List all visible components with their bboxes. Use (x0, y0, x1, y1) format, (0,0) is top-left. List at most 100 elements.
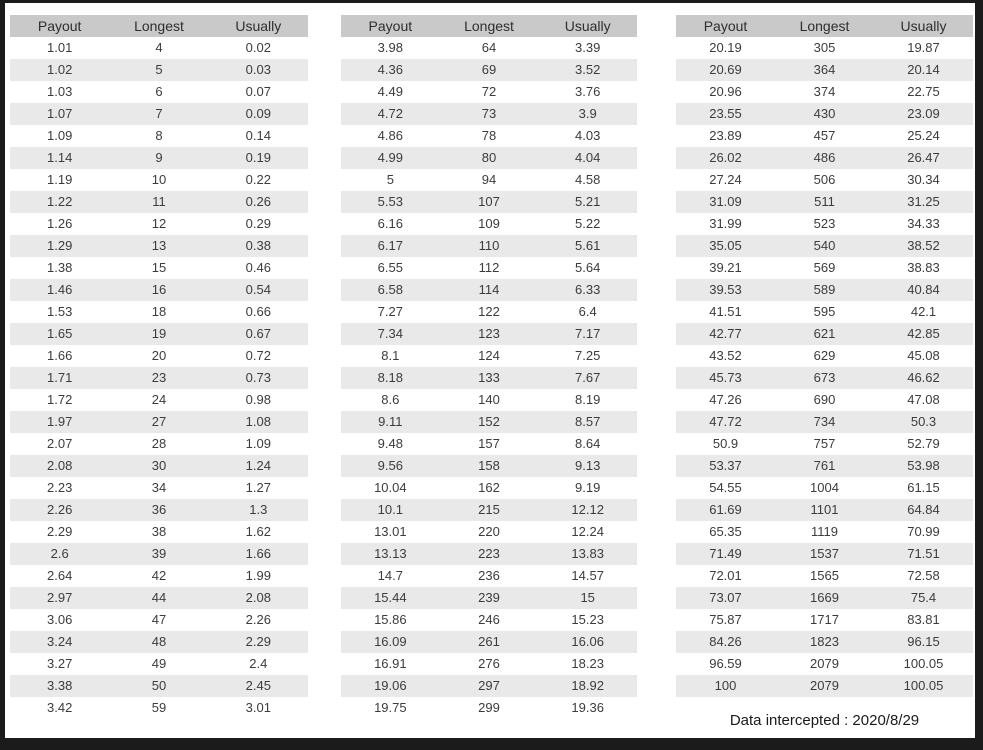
cell: 47 (151, 612, 167, 627)
cell: 457 (813, 128, 836, 143)
table-row: 71.49 1537 71.51 (676, 543, 973, 565)
cell: 75.4 (910, 590, 937, 605)
table-row: 1.38 15 0.46 (10, 257, 308, 279)
cell: 4.49 (377, 84, 403, 99)
cell: 1.46 (47, 282, 73, 297)
cell: 38.83 (907, 260, 940, 275)
table-row: 2.97 44 2.08 (10, 587, 308, 609)
table-row: 45.73 673 46.62 (676, 367, 973, 389)
cell: 374 (813, 84, 836, 99)
table-row: 4.49 72 3.76 (341, 81, 637, 103)
cell: 64.84 (907, 502, 940, 517)
table-row: 53.37 761 53.98 (676, 455, 973, 477)
table-row: 2.26 36 1.3 (10, 499, 308, 521)
table-row: 1.66 20 0.72 (10, 345, 308, 367)
cell: 757 (813, 436, 836, 451)
cell: 1.26 (47, 216, 73, 231)
cell: 50.9 (712, 436, 739, 451)
table-row: 6.17 110 5.61 (341, 235, 637, 257)
cell: 1.53 (47, 304, 73, 319)
cell: 6.55 (377, 260, 403, 275)
cell: 0.14 (245, 128, 271, 143)
table-row: 6.55 112 5.64 (341, 257, 637, 279)
table-body: 20.19 305 19.87 20.69 364 20.14 20.96 374 22.75 2… (676, 37, 973, 697)
cell: 511 (814, 194, 835, 209)
cell: 9.48 (377, 436, 403, 451)
cell: 0.02 (245, 40, 271, 55)
cell: 61.15 (907, 480, 940, 495)
cell: 69 (481, 62, 497, 77)
cell: 16.91 (374, 656, 407, 671)
cell: 261 (478, 634, 500, 649)
cell: 1.29 (47, 238, 73, 253)
cell: 83.81 (907, 612, 940, 627)
cell: 157 (478, 436, 500, 451)
cell: 38.52 (907, 238, 940, 253)
table-row: 8.1 124 7.25 (341, 345, 637, 367)
cell: 239 (478, 590, 500, 605)
table-row: 3.27 49 2.4 (10, 653, 308, 675)
cell: 73.07 (709, 590, 742, 605)
cell: 47.26 (709, 392, 742, 407)
cell: 45.73 (709, 370, 742, 385)
cell: 1101 (810, 502, 839, 517)
cell: 26.47 (907, 150, 940, 165)
cell: 54.55 (709, 480, 742, 495)
table-row: 2.29 38 1.62 (10, 521, 308, 543)
payout-table-2: Payout Longest Usually 3.98 64 3.39 4.36 69 3.5… (341, 15, 637, 719)
table-header-row: Payout Longest Usually (10, 15, 308, 37)
cell: 3.27 (47, 656, 73, 671)
cell: 1.01 (47, 40, 73, 55)
cell: 23 (151, 370, 167, 385)
cell: 2.29 (245, 634, 271, 649)
column-header-usually: Usually (235, 18, 282, 34)
table-row: 96.59 2079 100.05 (676, 653, 973, 675)
cell: 3.38 (47, 678, 73, 693)
cell: 31.99 (709, 216, 742, 231)
cell: 1823 (810, 634, 839, 649)
cell: 6.4 (578, 304, 597, 319)
table-row: 39.21 569 38.83 (676, 257, 973, 279)
table-row: 4.36 69 3.52 (341, 59, 637, 81)
cell: 41.51 (709, 304, 742, 319)
cell: 215 (478, 502, 500, 517)
cell: 8.6 (381, 392, 400, 407)
cell: 629 (813, 348, 836, 363)
cell: 114 (478, 282, 500, 297)
cell: 34.33 (907, 216, 940, 231)
cell: 7.67 (575, 370, 601, 385)
cell: 0.98 (245, 392, 271, 407)
cell: 0.07 (245, 84, 271, 99)
cell: 26.02 (709, 150, 742, 165)
cell: 42.1 (910, 304, 937, 319)
table-row: 8.18 133 7.67 (341, 367, 637, 389)
cell: 72.01 (709, 568, 742, 583)
cell: 4.04 (575, 150, 601, 165)
cell: 96.15 (907, 634, 940, 649)
cell: 84.26 (709, 634, 742, 649)
cell: 3.24 (47, 634, 73, 649)
table-body: 1.01 4 0.02 1.02 5 0.03 1.03 6 0.07 1.07 7 0.09 1.09… (10, 37, 308, 719)
cell: 39.53 (709, 282, 742, 297)
cell: 65.35 (709, 524, 742, 539)
cell: 6.16 (377, 216, 403, 231)
cell: 3.42 (47, 700, 73, 715)
cell: 0.66 (245, 304, 271, 319)
cell: 18 (151, 304, 167, 319)
cell: 11 (152, 194, 166, 209)
cell: 4.99 (377, 150, 403, 165)
table-header-row: Payout Longest Usually (341, 15, 637, 37)
table-row: 2.08 30 1.24 (10, 455, 308, 477)
cell: 15.23 (571, 612, 604, 627)
table-row: 1.22 11 0.26 (10, 191, 308, 213)
cell: 71.51 (907, 546, 940, 561)
table-row: 3.38 50 2.45 (10, 675, 308, 697)
table-row: 3.24 48 2.29 (10, 631, 308, 653)
cell: 16 (151, 282, 167, 297)
cell: 23.09 (907, 106, 940, 121)
cell: 31.25 (907, 194, 940, 209)
cell: 19.75 (374, 700, 407, 715)
cell: 30 (151, 458, 167, 473)
cell: 94 (481, 172, 497, 187)
cell: 19.87 (907, 40, 940, 55)
